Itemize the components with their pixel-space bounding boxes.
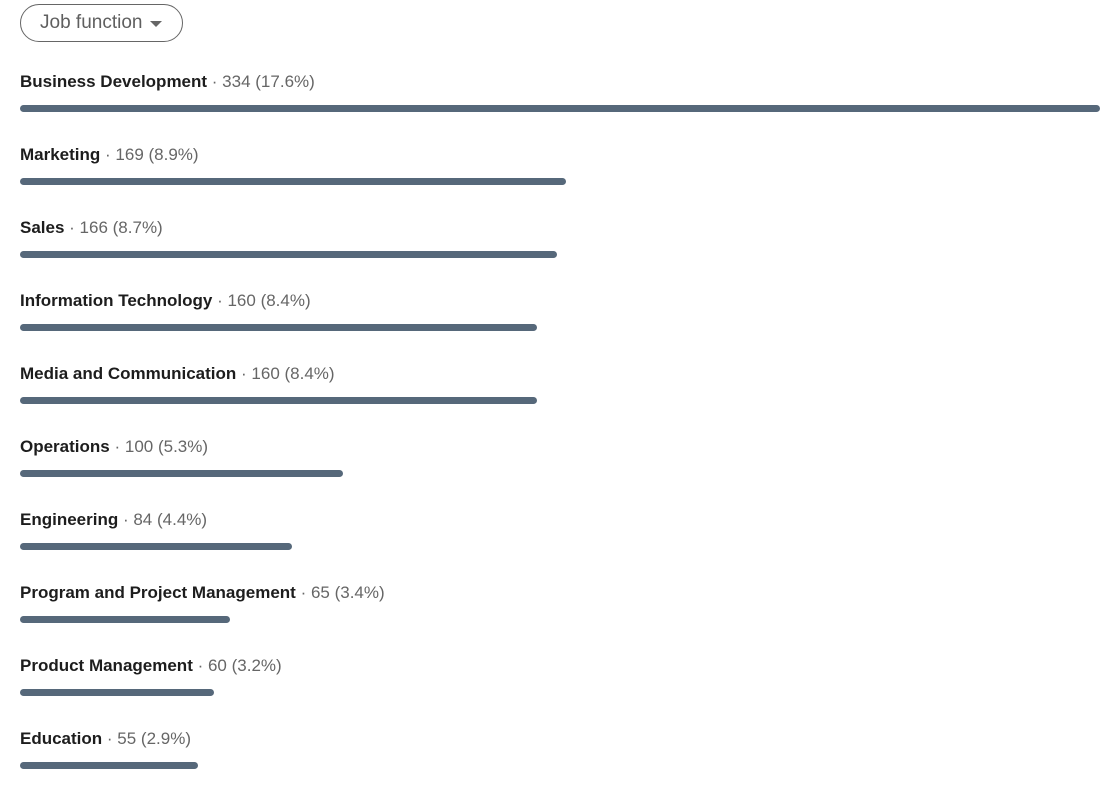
- category-label: Engineering: [20, 510, 119, 529]
- bar: [20, 105, 1100, 112]
- job-function-filter-label: Job function: [40, 12, 143, 33]
- percent-value: (5.3%): [153, 437, 209, 456]
- bar-track: [20, 251, 1100, 258]
- separator-dot: ·: [207, 72, 223, 91]
- category-label: Operations: [20, 437, 110, 456]
- row-label-line: Information Technology · 160 (8.4%): [20, 289, 1100, 313]
- bar-track: [20, 470, 1100, 477]
- category-label: Marketing: [20, 145, 101, 164]
- bar-track: [20, 762, 1100, 769]
- category-label: Product Management: [20, 656, 193, 675]
- category-label: Media and Communication: [20, 364, 237, 383]
- bar: [20, 324, 537, 331]
- job-function-row: Sales · 166 (8.7%): [20, 216, 1100, 289]
- job-function-row: Information Technology · 160 (8.4%): [20, 289, 1100, 362]
- bar: [20, 251, 557, 258]
- bar: [20, 762, 198, 769]
- count-value: 55: [117, 729, 137, 748]
- job-function-row: Marketing · 169 (8.9%): [20, 143, 1100, 216]
- bar: [20, 470, 343, 477]
- caret-down-icon: [150, 21, 163, 27]
- bar: [20, 543, 292, 550]
- separator-dot: ·: [212, 291, 228, 310]
- job-function-row: Business Development · 334 (17.6%): [20, 70, 1100, 143]
- count-value: 65: [310, 583, 330, 602]
- count-value: 160: [251, 364, 280, 383]
- row-label-line: Business Development · 334 (17.6%): [20, 70, 1100, 94]
- percent-value: (4.4%): [152, 510, 208, 529]
- bar-track: [20, 178, 1100, 185]
- job-function-chart: Business Development · 334 (17.6%) Market…: [20, 70, 1100, 800]
- count-value: 166: [79, 218, 108, 237]
- row-label-line: Product Management · 60 (3.2%): [20, 654, 1100, 678]
- bar-track: [20, 105, 1100, 112]
- percent-value: (8.7%): [107, 218, 163, 237]
- category-label: Information Technology: [20, 291, 213, 310]
- count-value: 334: [222, 72, 251, 91]
- separator-dot: ·: [102, 729, 118, 748]
- percent-value: (8.4%): [255, 291, 311, 310]
- bar: [20, 178, 566, 185]
- job-function-row: Operations · 100 (5.3%): [20, 435, 1100, 508]
- bar-track: [20, 324, 1100, 331]
- count-value: 160: [227, 291, 256, 310]
- category-label: Sales: [20, 218, 65, 237]
- job-function-row: Media and Communication · 160 (8.4%): [20, 362, 1100, 435]
- row-label-line: Education · 55 (2.9%): [20, 727, 1100, 751]
- bar-track: [20, 689, 1100, 696]
- separator-dot: ·: [100, 145, 116, 164]
- separator-dot: ·: [295, 583, 311, 602]
- count-value: 84: [133, 510, 153, 529]
- bar: [20, 616, 230, 623]
- percent-value: (17.6%): [250, 72, 315, 91]
- count-value: 169: [115, 145, 144, 164]
- category-label: Program and Project Management: [20, 583, 296, 602]
- row-label-line: Sales · 166 (8.7%): [20, 216, 1100, 240]
- count-value: 100: [124, 437, 154, 456]
- separator-dot: ·: [109, 437, 125, 456]
- percent-value: (3.2%): [226, 656, 282, 675]
- percent-value: (2.9%): [136, 729, 191, 748]
- separator-dot: ·: [118, 510, 134, 529]
- bar-track: [20, 397, 1100, 404]
- job-function-filter-button[interactable]: Job function: [20, 4, 184, 42]
- job-function-row: Product Management · 60 (3.2%): [20, 654, 1100, 727]
- percent-value: (3.4%): [329, 583, 385, 602]
- percent-value: (8.4%): [279, 364, 335, 383]
- bar-track: [20, 616, 1100, 623]
- bar: [20, 689, 214, 696]
- row-label-line: Engineering · 84 (4.4%): [20, 508, 1100, 532]
- count-value: 60: [207, 656, 227, 675]
- percent-value: (8.9%): [143, 145, 199, 164]
- separator-dot: ·: [236, 364, 252, 383]
- category-label: Education: [20, 729, 103, 748]
- separator-dot: ·: [192, 656, 208, 675]
- job-function-row: Education · 55 (2.9%): [20, 727, 1100, 800]
- job-function-row: Engineering · 84 (4.4%): [20, 508, 1100, 581]
- row-label-line: Media and Communication · 160 (8.4%): [20, 362, 1100, 386]
- row-label-line: Program and Project Management · 65 (3.4…: [20, 581, 1100, 605]
- job-function-row: Program and Project Management · 65 (3.4…: [20, 581, 1100, 654]
- bar: [20, 397, 537, 404]
- row-label-line: Marketing · 169 (8.9%): [20, 143, 1100, 167]
- row-label-line: Operations · 100 (5.3%): [20, 435, 1100, 459]
- separator-dot: ·: [64, 218, 80, 237]
- bar-track: [20, 543, 1100, 550]
- category-label: Business Development: [20, 72, 208, 91]
